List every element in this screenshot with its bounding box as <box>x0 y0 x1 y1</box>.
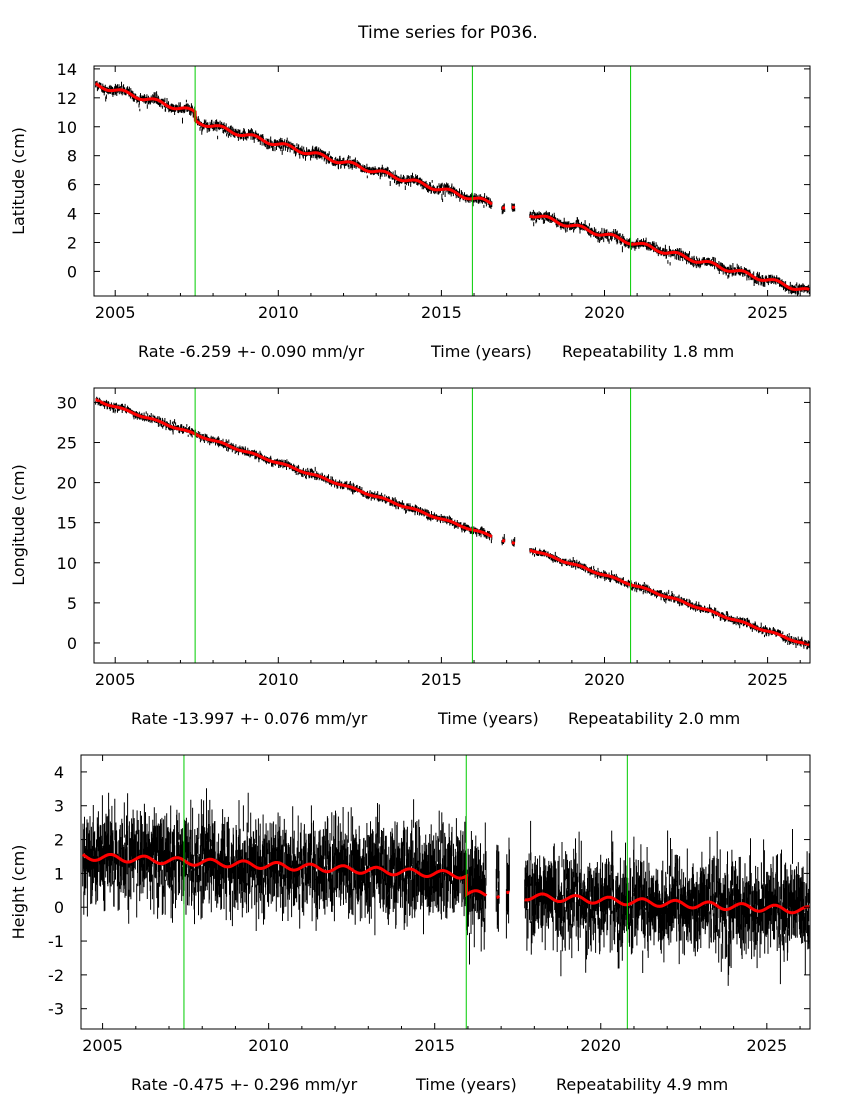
x-tick-label: 2020 <box>580 1036 621 1055</box>
height-rate-label: Rate -0.475 +- 0.296 mm/yr <box>131 1075 358 1094</box>
x-tick-label: 2015 <box>421 670 462 689</box>
y-tick-label: 5 <box>67 594 77 613</box>
latitude-y-label: Latitude (cm) <box>9 127 28 235</box>
height-observations <box>82 788 810 986</box>
height-break-lines <box>183 755 628 1029</box>
longitude-x-label: Time (years) <box>437 709 539 728</box>
x-tick-label: 2005 <box>95 670 136 689</box>
latitude-model-curve <box>94 82 811 291</box>
observation-error-bars <box>82 788 810 986</box>
y-tick-label: 3 <box>54 797 64 816</box>
y-tick-label: 2 <box>67 233 77 252</box>
y-tick-label: 0 <box>67 262 77 281</box>
model-curve <box>94 82 811 291</box>
figure-title: Time series for P036. <box>357 23 538 43</box>
longitude-plot-frame <box>93 387 811 664</box>
y-tick-label: 4 <box>67 205 77 224</box>
x-tick-label: 2025 <box>747 670 788 689</box>
latitude-plot-frame <box>93 65 811 297</box>
x-tick-label: 2010 <box>248 1036 289 1055</box>
x-tick-label: 2015 <box>421 303 462 322</box>
height-y-label: Height (cm) <box>9 845 28 940</box>
latitude-repeatability-label: Repeatability 1.8 mm <box>562 342 734 361</box>
y-tick-label: 25 <box>57 434 77 453</box>
y-tick-label: 8 <box>67 147 77 166</box>
model-curve <box>81 853 810 915</box>
y-tick-label: 30 <box>57 393 77 412</box>
y-tick-label: 20 <box>57 474 77 493</box>
latitude-observations <box>95 80 810 296</box>
x-tick-label: 2025 <box>747 303 788 322</box>
latitude-ticks: 2005 2010 2015 2020 2025 0 2 4 6 8 10 12 14 <box>57 60 810 322</box>
observation-error-bars <box>95 80 810 296</box>
longitude-rate-label: Rate -13.997 +- 0.076 mm/yr <box>131 709 368 728</box>
y-tick-label: 4 <box>54 763 64 782</box>
y-tick-label: 10 <box>57 554 77 573</box>
latitude-break-lines <box>194 66 632 296</box>
y-tick-label: -2 <box>48 966 64 985</box>
longitude-break-lines <box>194 388 632 663</box>
height-x-label: Time (years) <box>415 1075 517 1094</box>
y-tick-label: 1 <box>54 864 64 883</box>
y-tick-label: 2 <box>54 831 64 850</box>
x-tick-label: 2005 <box>82 1036 123 1055</box>
y-tick-label: 6 <box>67 176 77 195</box>
y-tick-label: -3 <box>48 1000 64 1019</box>
longitude-repeatability-label: Repeatability 2.0 mm <box>568 709 740 728</box>
x-tick-label: 2025 <box>746 1036 787 1055</box>
height-ticks: 2005 2010 2015 2020 2025 4 3 2 1 0 -1 -2 -3 <box>48 755 810 1055</box>
y-tick-label: 10 <box>57 118 77 137</box>
y-tick-label: -1 <box>48 932 64 951</box>
longitude-model-curve <box>95 398 810 647</box>
x-tick-label: 2015 <box>414 1036 455 1055</box>
y-tick-label: 12 <box>57 89 77 108</box>
model-curve <box>95 398 810 647</box>
latitude-rate-label: Rate -6.259 +- 0.090 mm/yr <box>138 342 365 361</box>
x-tick-label: 2020 <box>584 303 625 322</box>
height-plot-frame <box>80 754 811 1030</box>
longitude-y-label: Longitude (cm) <box>9 464 28 586</box>
height-repeatability-label: Repeatability 4.9 mm <box>556 1075 728 1094</box>
height-panel: 2005 2010 2015 2020 2025 4 3 2 1 0 -1 -2 -3 Height (… <box>9 754 811 1094</box>
x-tick-label: 2010 <box>258 303 299 322</box>
latitude-x-label: Time (years) <box>430 342 532 361</box>
y-tick-label: 0 <box>54 898 64 917</box>
height-model-curve <box>81 853 810 915</box>
x-tick-label: 2020 <box>584 670 625 689</box>
x-tick-label: 2005 <box>95 303 136 322</box>
x-tick-label: 2010 <box>258 670 299 689</box>
y-tick-label: 14 <box>57 60 77 79</box>
y-tick-label: 0 <box>67 634 77 653</box>
latitude-panel: 2005 2010 2015 2020 2025 0 2 4 6 8 10 12 14 Latitude… <box>9 60 811 361</box>
y-tick-label: 15 <box>57 514 77 533</box>
